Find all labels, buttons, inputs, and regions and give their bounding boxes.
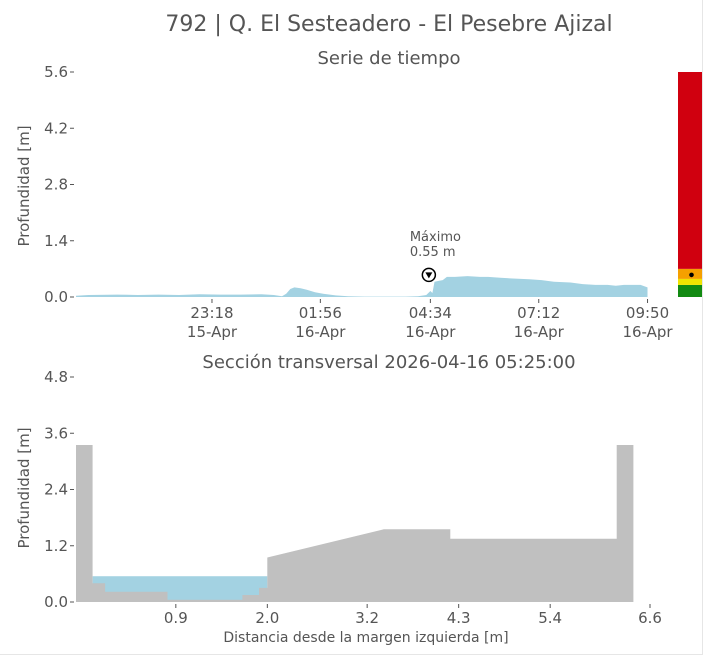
max-annotation-value: 0.55 m — [410, 245, 456, 260]
alert-level-yellow — [678, 278, 703, 285]
top-xtick-date: 15-Apr — [187, 323, 238, 341]
depth-series-area — [76, 276, 648, 297]
top-xtick-date: 16-Apr — [405, 323, 456, 341]
top-chart-ylabel: Profundidad [m] — [15, 125, 33, 246]
bottom-ytick-label: 1.2 — [44, 537, 68, 555]
top-xtick-date: 16-Apr — [622, 323, 673, 341]
bottom-chart-title: Sección transversal 2026-04-16 05:25:00 — [202, 352, 575, 373]
bottom-xtick-label: 6.6 — [638, 609, 662, 627]
bottom-xtick-label: 0.9 — [164, 609, 188, 627]
terrain-profile — [76, 445, 634, 602]
top-xtick-time: 01:56 — [299, 304, 342, 322]
alert-current-marker — [689, 272, 694, 278]
top-ytick-label: 5.6 — [44, 63, 68, 81]
top-xtick-time: 07:12 — [517, 304, 560, 322]
bottom-xtick-label: 2.0 — [255, 609, 279, 627]
top-xtick-time: 04:34 — [409, 304, 452, 322]
top-xtick-time: 09:50 — [626, 304, 669, 322]
top-ytick-label: 2.8 — [44, 176, 68, 194]
bottom-xtick-label: 5.4 — [538, 609, 562, 627]
bottom-ytick-label: 2.4 — [44, 481, 68, 499]
max-annotation-label: Máximo — [410, 230, 461, 245]
bottom-ytick-label: 4.8 — [44, 368, 68, 386]
bottom-chart-xlabel: Distancia desde la margen izquierda [m] — [223, 630, 508, 646]
main-title: 792 | Q. El Sesteadero - El Pesebre Ajiz… — [165, 12, 612, 37]
bottom-chart-ylabel: Profundidad [m] — [15, 427, 33, 548]
max-marker-arrow — [425, 272, 433, 279]
alert-level-green — [678, 284, 703, 297]
alert-level-bar — [678, 72, 703, 297]
alert-level-red — [678, 72, 703, 269]
cross-section-plot: 0.0 1.2 2.4 3.6 4.8 0.9 2.0 3.2 4.3 5.4 6.6 — [44, 368, 662, 627]
top-chart-subtitle: Serie de tiempo — [317, 48, 460, 69]
bottom-xtick-label: 3.2 — [355, 609, 379, 627]
top-xtick-time: 23:18 — [190, 304, 233, 322]
top-ytick-label: 0.0 — [44, 288, 68, 306]
bottom-ytick-label: 0.0 — [44, 593, 68, 611]
bottom-ytick-label: 3.6 — [44, 424, 68, 442]
top-xtick-date: 16-Apr — [514, 323, 565, 341]
top-xtick-date: 16-Apr — [295, 323, 346, 341]
top-ytick-label: 1.4 — [44, 232, 68, 250]
top-ytick-label: 4.2 — [44, 119, 68, 137]
timeseries-plot: 0.01.42.84.25.623:1815-Apr01:5616-Apr04:… — [44, 63, 673, 341]
bottom-xtick-label: 4.3 — [447, 609, 471, 627]
